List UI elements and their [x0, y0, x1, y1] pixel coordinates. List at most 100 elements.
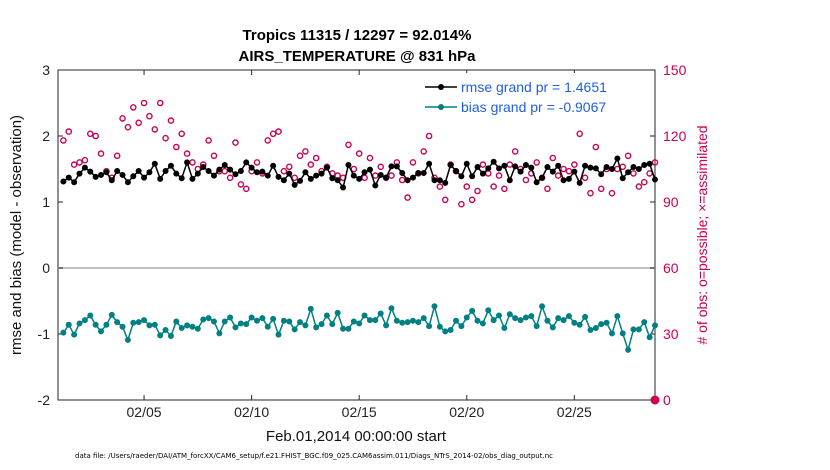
rmse-point [619, 175, 626, 182]
bias-point [264, 323, 271, 330]
y-right-tick-label: 90 [663, 194, 679, 210]
bias-point [119, 323, 126, 330]
bias-point [512, 315, 519, 322]
chart-subtitle: AIRS_TEMPERATURE @ 831 hPa [239, 48, 477, 65]
bias-point [286, 318, 293, 325]
possible-obs-point [173, 143, 180, 151]
possible-obs-point [242, 185, 250, 193]
bias-point [232, 324, 239, 331]
legend-bias-marker [438, 104, 444, 110]
bias-point [539, 303, 546, 310]
rmse-point [383, 174, 390, 181]
possible-obs-point [549, 154, 557, 162]
rmse-point [318, 170, 325, 177]
rmse-point [157, 175, 164, 182]
rmse-point [458, 173, 465, 180]
rmse-point [479, 170, 486, 177]
possible-obs-point [651, 159, 659, 166]
bias-point [313, 324, 320, 331]
y-left-tick-label: 0 [42, 260, 50, 276]
x-tick-label: 02/05 [127, 404, 162, 420]
rmse-point [173, 170, 180, 177]
rmse-point [302, 169, 309, 176]
rmse-point [307, 175, 314, 182]
bias-point [103, 321, 110, 328]
rmse-point [522, 162, 529, 169]
bias-point [630, 326, 637, 333]
possible-obs-point [479, 161, 487, 168]
possible-obs-point [511, 148, 519, 155]
bias-point [469, 307, 476, 314]
possible-obs-point [544, 185, 551, 193]
bias-point [243, 321, 250, 328]
rmse-point [184, 159, 191, 166]
bias-point [340, 325, 347, 332]
rmse-point [146, 169, 153, 176]
rmse-point [415, 169, 422, 176]
rmse-point [216, 166, 223, 173]
x-axis-label: Feb.01,2014 00:00:00 start [266, 428, 447, 445]
bias-point [356, 320, 363, 327]
rmse-point [388, 163, 395, 170]
bias-point [81, 317, 88, 324]
rmse-point [436, 177, 443, 184]
possible-obs-point [237, 181, 245, 188]
bias-point [447, 327, 454, 334]
bias-point [366, 317, 373, 324]
rmse-point [178, 175, 185, 182]
rmse-point [60, 178, 67, 185]
rmse-point [528, 164, 535, 171]
possible-obs-point [81, 156, 89, 164]
rmse-point [92, 173, 99, 180]
bias-point [259, 315, 266, 322]
bias-point [544, 317, 551, 324]
possible-obs-point [409, 159, 417, 166]
bias-point [167, 332, 174, 339]
possible-obs-point [221, 167, 229, 175]
bias-point [442, 328, 449, 335]
possible-obs-point [151, 126, 159, 133]
bias-point [221, 318, 228, 325]
possible-obs-point [312, 154, 320, 162]
rmse-point [108, 177, 115, 184]
rmse-point [76, 170, 83, 177]
rmse-point [189, 175, 196, 182]
bias-point [587, 327, 594, 334]
rmse-point [151, 160, 158, 167]
rmse-point [625, 169, 632, 176]
rmse-point [404, 177, 411, 184]
bias-point [151, 321, 158, 328]
possible-obs-point [296, 152, 304, 160]
bias-point [275, 331, 282, 338]
bias-point [652, 322, 658, 329]
rmse-point [200, 164, 207, 171]
bias-point [641, 319, 648, 326]
bias-point [409, 317, 416, 324]
bias-point [372, 317, 379, 324]
bias-point [329, 321, 336, 328]
bias-point [393, 317, 400, 324]
rmse-point [141, 174, 148, 181]
bias-point [162, 327, 169, 334]
possible-obs-point [635, 183, 643, 190]
rmse-point [135, 167, 142, 174]
possible-obs-point [501, 185, 508, 193]
bias-point [506, 311, 513, 318]
possible-obs-point [86, 130, 94, 138]
rmse-point [243, 159, 250, 166]
rmse-point [447, 162, 454, 169]
y-right-tick-label: 120 [663, 128, 687, 144]
rmse-point [496, 165, 503, 172]
rmse-point [313, 172, 320, 179]
possible-obs-point [113, 152, 121, 160]
bias-point [345, 325, 352, 332]
x-tick-label: 02/20 [449, 404, 484, 420]
rmse-point [81, 164, 88, 171]
rmse-point [286, 170, 293, 177]
bias-point [603, 319, 610, 326]
bias-point [157, 332, 164, 339]
rmse-point [71, 179, 78, 186]
possible-obs-point [146, 112, 153, 120]
y-right-tick-label: 150 [663, 62, 687, 78]
